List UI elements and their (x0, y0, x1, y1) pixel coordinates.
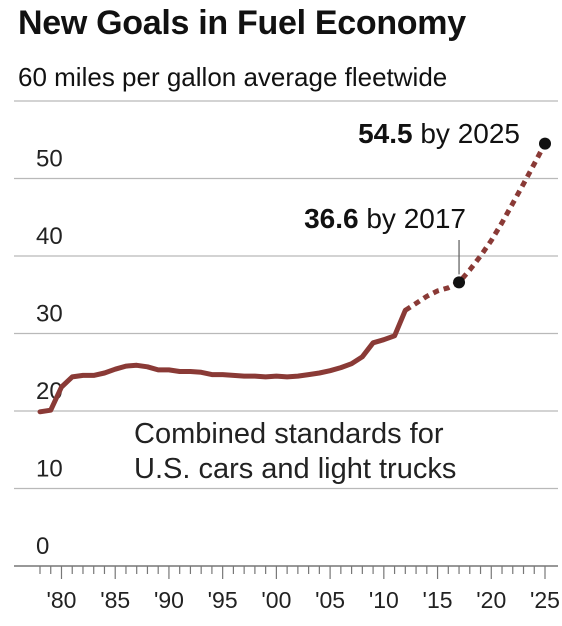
annotation-value: 54.5 (358, 118, 413, 149)
chart-subtitle: 60 miles per gallon average fleetwide (18, 62, 448, 92)
x-tick-label: '85 (100, 587, 130, 613)
y-tick-label: 0 (36, 533, 49, 560)
historical-series-line (37, 307, 408, 415)
x-tick-label: '15 (423, 587, 453, 613)
annotation-caption: by 2017 (359, 203, 466, 234)
x-tick-label: '25 (530, 587, 560, 613)
y-tick-label: 50 (36, 146, 63, 173)
chart-note-line: Combined standards for (134, 418, 444, 450)
annotation-label: 54.5 by 2025 (358, 118, 520, 149)
projected-series-line (403, 142, 548, 313)
y-tick-label: 10 (36, 456, 63, 483)
y-tick-label: 30 (36, 301, 63, 328)
chart-note-line: U.S. cars and light trucks (134, 453, 456, 485)
annotation-caption: by 2025 (413, 118, 520, 149)
x-tick-label: '90 (154, 587, 184, 613)
chart-title: New Goals in Fuel Economy (18, 4, 466, 42)
annotation-point (453, 276, 466, 289)
annotation-point (539, 137, 551, 150)
x-tick-label: '20 (476, 587, 506, 613)
x-tick-label: '95 (208, 587, 238, 613)
x-tick-label: '80 (46, 587, 76, 613)
y-tick-label: 40 (36, 223, 63, 250)
x-tick-label: '00 (261, 587, 291, 613)
annotation-value: 36.6 (304, 203, 359, 234)
x-tick-label: '05 (315, 587, 345, 613)
x-tick-label: '10 (369, 587, 399, 613)
annotation-label: 36.6 by 2017 (304, 203, 466, 234)
